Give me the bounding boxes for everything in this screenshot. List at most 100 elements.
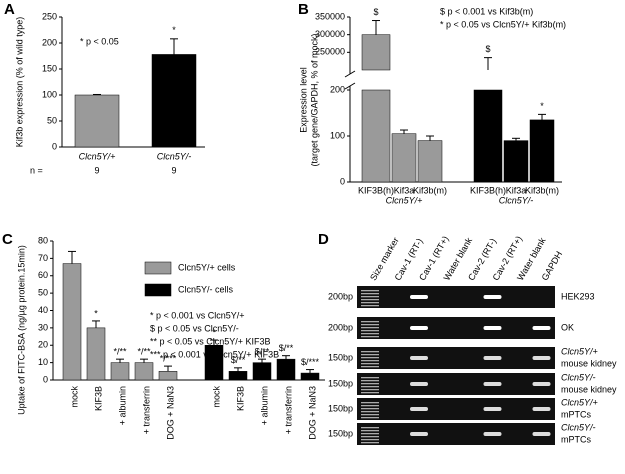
bar xyxy=(473,89,503,183)
row-label: mouse kidney xyxy=(561,384,617,394)
gel-strip xyxy=(357,317,555,339)
ladder-band xyxy=(361,389,379,391)
y-tick-label: 40 xyxy=(38,305,48,315)
gel-strip xyxy=(357,286,555,308)
ladder-band xyxy=(361,386,379,388)
ladder-band xyxy=(361,321,379,323)
gel-band xyxy=(410,407,428,411)
ladder-band xyxy=(361,433,379,435)
note: $ p < 0.05 vs Clcn5Y/- xyxy=(150,323,239,333)
gel-strip xyxy=(357,398,555,420)
x-tick-label: + albumin xyxy=(117,386,127,425)
row-label: mPTCs xyxy=(561,434,591,444)
ladder-band xyxy=(361,363,379,365)
ladder-band xyxy=(361,293,379,295)
bar xyxy=(300,372,320,381)
ladder-band xyxy=(361,439,379,441)
ladder-band xyxy=(361,377,379,379)
gel-band xyxy=(483,432,502,436)
y-tick-label: 0 xyxy=(340,176,345,186)
gel-strip xyxy=(357,423,555,445)
bar-annotation: * xyxy=(172,25,176,35)
y-tick-label: 250 xyxy=(42,11,57,21)
x-tick-label: + albumin xyxy=(259,386,269,425)
gel-strip xyxy=(357,373,555,395)
bar xyxy=(529,119,555,183)
note: * p < 0.05 vs Clcn5Y/+ Kif3b(m) xyxy=(440,19,566,29)
lane-label: GAPDH xyxy=(540,249,565,282)
ladder-band xyxy=(361,402,379,404)
n-label: n = xyxy=(30,165,43,175)
y-axis-label: Uptake of FITC-BSA (ng/µg protein.15min) xyxy=(16,245,26,415)
row-label: Clcn5Y/- xyxy=(561,372,596,382)
row-label: OK xyxy=(561,322,574,332)
y-axis-label: Expression level xyxy=(298,67,308,133)
ladder-band xyxy=(361,417,379,419)
gel-band xyxy=(532,432,551,436)
gel-band xyxy=(483,382,502,386)
note: $ p < 0.001 vs Kif3b(m) xyxy=(440,6,533,16)
ladder-band xyxy=(361,330,379,332)
ladder-band xyxy=(361,405,379,407)
note: *** p < 0.001 vs Clcn5Y/+ KIF3B xyxy=(150,349,279,359)
bar xyxy=(62,263,82,381)
x-tick-label: Kif3a xyxy=(506,185,527,195)
ladder-band xyxy=(361,360,379,362)
y-tick-label: 50 xyxy=(38,288,48,298)
gel-band xyxy=(410,432,428,436)
bar-annotation: $/*** xyxy=(301,357,320,367)
y-tick-label: 30 xyxy=(38,322,48,332)
gel-band xyxy=(410,295,428,299)
gel-band xyxy=(483,295,502,299)
ladder-band xyxy=(361,383,379,385)
y-tick-label: 0 xyxy=(52,141,57,151)
bar xyxy=(151,54,197,148)
y-tick-label: 10 xyxy=(38,357,48,367)
ladder-band xyxy=(361,324,379,326)
annotation: * p < 0.05 xyxy=(80,36,119,46)
x-tick-label: KIF3B xyxy=(235,386,245,411)
legend-swatch xyxy=(144,283,172,297)
gel-band xyxy=(410,356,428,360)
ladder-band xyxy=(361,333,379,335)
size-label: 150bp xyxy=(328,403,353,413)
gel-band xyxy=(410,382,428,386)
legend-label: Clcn5Y/+ cells xyxy=(178,262,236,272)
panel-label: C xyxy=(2,231,13,248)
y-tick-label: 300000 xyxy=(315,29,345,39)
size-label: 200bp xyxy=(328,291,353,301)
x-tick-label: DOG + NaN3 xyxy=(307,386,317,440)
x-tick-label: Kif3a xyxy=(394,185,415,195)
gel-band xyxy=(410,326,428,330)
row-label: mPTCs xyxy=(561,409,591,419)
x-tick-label: + transferrin xyxy=(141,386,151,434)
y-axis-label: (target gene/GAPDH, % of mock) xyxy=(309,33,319,166)
y-tick-label: 70 xyxy=(38,253,48,263)
ladder-band xyxy=(361,408,379,410)
ladder-band xyxy=(361,305,379,307)
bar xyxy=(503,140,529,183)
gel-band xyxy=(483,326,502,330)
legend-label: Clcn5Y/- cells xyxy=(178,284,234,294)
ladder-band xyxy=(361,414,379,416)
panel-label: A xyxy=(4,1,15,18)
ladder-band xyxy=(361,411,379,413)
bar-annotation: */** xyxy=(137,347,151,357)
gel-band xyxy=(483,407,502,411)
bar-annotation: * xyxy=(540,101,544,111)
x-tick-label: KIF3B(h) xyxy=(358,185,394,195)
row-label: mouse kidney xyxy=(561,358,617,368)
note: ** p < 0.05 vs Clcn5Y/+ KIF3B xyxy=(150,336,271,346)
ladder-band xyxy=(361,436,379,438)
ladder-band xyxy=(361,427,379,429)
y-tick-label: 100 xyxy=(42,89,57,99)
y-tick-label: 200 xyxy=(42,37,57,47)
bar-annotation: $ xyxy=(485,44,490,54)
group-label: Clcn5Y/- xyxy=(499,195,534,205)
ladder-band xyxy=(361,290,379,292)
bar-annotation: */*** xyxy=(160,353,177,363)
bar xyxy=(361,89,391,183)
gel-strip xyxy=(357,347,555,369)
gel-band xyxy=(532,382,551,386)
bar xyxy=(252,362,272,381)
